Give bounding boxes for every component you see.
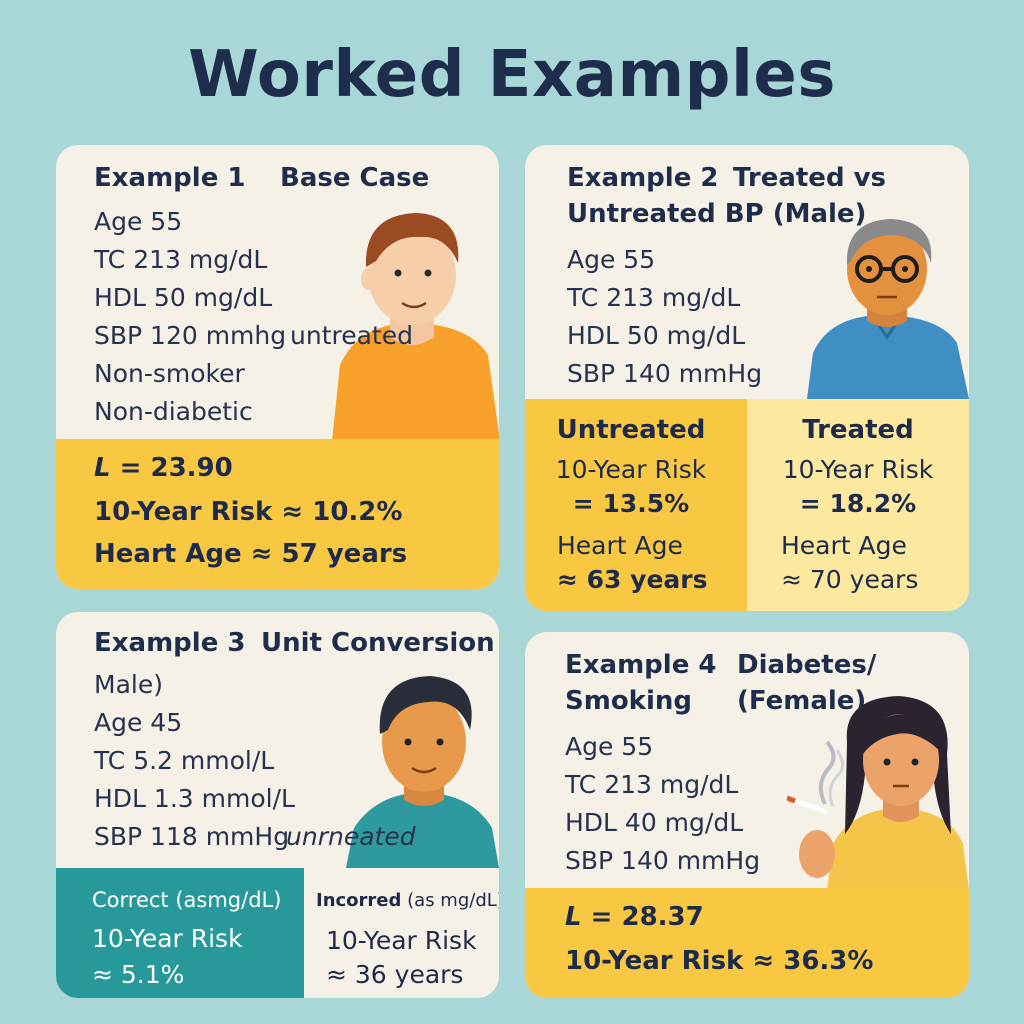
example-2-sbp: SBP 140 mmHg <box>567 359 763 388</box>
dark-haired-man-illustration <box>346 676 499 868</box>
incorrect-heading-bold: Incorred <box>316 890 402 911</box>
incorrect-risk-value: ≈ 36 years <box>326 960 464 989</box>
example-4-l-value: L = 28.37 <box>565 902 704 932</box>
treated-risk-value: = 18.2% <box>799 489 917 518</box>
untreated-risk-label: 10-Year Risk <box>555 455 707 484</box>
example-4-result-panel: L = 28.37 10-Year Risk ≈ 36.3% <box>525 888 969 998</box>
l-value: = 23.90 <box>119 453 233 483</box>
example-3-age: Age 45 <box>94 708 183 737</box>
example-4-subtitle-a: Diabetes/ <box>737 650 877 680</box>
incorrect-heading-rest: (as mg/dL) <box>407 890 499 911</box>
example-3-card: Example 3 Unit Conversion Male) Age 45 T… <box>56 612 499 998</box>
untreated-risk-value: = 13.5% <box>572 489 690 518</box>
untreated-heading: Untreated <box>556 415 706 445</box>
l-symbol: L <box>94 453 111 483</box>
treated-heart-age-value: ≈ 70 years <box>781 565 918 594</box>
correct-conversion-panel: Correct (asmg/dL) 10-Year Risk ≈ 5.1% <box>56 868 304 998</box>
example-1-heart-age: Heart Age ≈ 57 years <box>94 539 408 569</box>
example-1-result-panel: L = 23.90 10-Year Risk ≈ 10.2% Heart Age… <box>56 439 499 589</box>
example-2-subtitle-b: Untreated BP (Male) <box>567 199 867 229</box>
treated-risk-label: 10-Year Risk <box>782 455 934 484</box>
example-1-tc: TC 213 mg/dL <box>94 245 268 274</box>
treated-heart-age-text: ≈ 70 years <box>781 565 919 594</box>
young-man-illustration <box>332 213 499 441</box>
example-2-age: Age 55 <box>567 245 656 274</box>
example-2-label: Example 2 <box>567 163 719 193</box>
example-4-tc: TC 213 mg/dL <box>565 770 739 799</box>
example-2-hdl: HDL 50 mg/dL <box>567 321 746 350</box>
incorrect-heading: Incorred (as mg/dL) <box>316 890 499 911</box>
correct-risk-value: ≈ 5.1% <box>92 960 185 989</box>
example-3-tc: TC 5.2 mmol/L <box>94 746 275 775</box>
example-1-age: Age 55 <box>94 207 183 236</box>
example-4-subtitle-b: (Female) <box>737 686 867 716</box>
example-3-label: Example 3 <box>94 628 246 658</box>
untreated-heart-age-value: ≈ 63 years <box>557 565 708 594</box>
example-2-card: Example 2 Treated vs Untreated BP (Male)… <box>525 145 969 611</box>
example-2-subtitle-a: Treated vs <box>733 163 887 193</box>
l-symbol: L <box>565 902 582 932</box>
woman-smoking-illustration <box>787 696 969 890</box>
example-4-sbp: SBP 140 mmHg <box>565 846 761 875</box>
page-title: Worked Examples <box>188 38 836 112</box>
example-1-diabetic: Non-diabetic <box>94 397 253 426</box>
example-4-card: Example 4 Diabetes/ Smoking (Female) Age… <box>525 632 969 998</box>
example-1-sbp-note: untreated <box>290 321 413 350</box>
treated-heart-age-label: Heart Age <box>781 531 907 560</box>
l-value: = 28.37 <box>590 902 704 932</box>
example-2-untreated-panel: Untreated 10-Year Risk = 13.5% Heart Age… <box>525 399 747 611</box>
example-1-risk: 10-Year Risk ≈ 10.2% <box>94 497 403 527</box>
treated-heading: Treated <box>802 415 914 445</box>
correct-risk-label: 10-Year Risk <box>92 924 243 953</box>
incorrect-conversion-panel: Incorred (as mg/dL) 10-Year Risk ≈ 36 ye… <box>304 868 499 998</box>
example-4-label: Example 4 <box>565 650 717 680</box>
correct-heading: Correct (asmg/dL) <box>92 888 282 912</box>
example-1-hdl: HDL 50 mg/dL <box>94 283 273 312</box>
example-2-treated-panel: Treated 10-Year Risk = 18.2% Heart Age ≈… <box>747 399 969 611</box>
incorrect-risk-label: 10-Year Risk <box>326 926 477 955</box>
example-3-subtitle: Unit Conversion <box>261 628 495 658</box>
example-1-smoker: Non-smoker <box>94 359 245 388</box>
example-3-hdl: HDL 1.3 mmol/L <box>94 784 295 813</box>
untreated-heart-age-label: Heart Age <box>557 531 683 560</box>
older-man-illustration <box>807 219 969 399</box>
example-1-subtitle: Base Case <box>280 163 430 193</box>
example-4-label-b: Smoking <box>565 686 693 716</box>
example-4-risk: 10-Year Risk ≈ 36.3% <box>565 946 874 976</box>
example-1-l-value: L = 23.90 <box>94 453 233 483</box>
example-3-sbp-note: unrneated <box>286 822 416 851</box>
example-4-age: Age 55 <box>565 732 654 761</box>
example-1-sbp: SBP 120 mmhg <box>94 321 287 350</box>
example-3-sbp: SBP 118 mmHg <box>94 822 290 851</box>
example-2-tc: TC 213 mg/dL <box>567 283 741 312</box>
example-1-label: Example 1 <box>94 163 246 193</box>
example-4-hdl: HDL 40 mg/dL <box>565 808 744 837</box>
example-1-card: Example 1 Base Case Age 55 TC 213 mg/dL … <box>56 145 499 589</box>
example-3-sex: Male) <box>94 670 163 699</box>
